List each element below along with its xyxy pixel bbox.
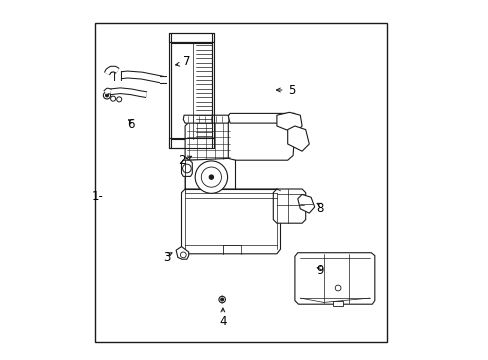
Polygon shape bbox=[228, 121, 294, 160]
Circle shape bbox=[201, 167, 221, 187]
Circle shape bbox=[220, 298, 223, 301]
Circle shape bbox=[195, 161, 227, 193]
Circle shape bbox=[117, 97, 122, 102]
Polygon shape bbox=[297, 194, 314, 213]
Polygon shape bbox=[273, 189, 305, 223]
Polygon shape bbox=[168, 33, 214, 42]
Text: 2: 2 bbox=[178, 154, 185, 167]
Text: 9: 9 bbox=[316, 264, 324, 277]
Polygon shape bbox=[168, 138, 214, 148]
Circle shape bbox=[335, 285, 340, 291]
Circle shape bbox=[209, 175, 213, 179]
Polygon shape bbox=[183, 115, 233, 123]
Text: 8: 8 bbox=[316, 202, 323, 215]
Polygon shape bbox=[287, 126, 309, 151]
Circle shape bbox=[219, 296, 225, 303]
Circle shape bbox=[180, 252, 186, 258]
Polygon shape bbox=[196, 177, 200, 182]
Circle shape bbox=[110, 96, 115, 101]
Polygon shape bbox=[294, 253, 374, 304]
Polygon shape bbox=[219, 296, 224, 303]
Polygon shape bbox=[176, 247, 188, 259]
Circle shape bbox=[103, 92, 110, 99]
Text: 5: 5 bbox=[287, 84, 294, 96]
Polygon shape bbox=[181, 160, 192, 176]
Polygon shape bbox=[228, 113, 294, 123]
Polygon shape bbox=[332, 301, 343, 306]
Bar bbox=[95, 23, 386, 342]
Text: 7: 7 bbox=[183, 55, 190, 68]
Polygon shape bbox=[185, 158, 235, 193]
Circle shape bbox=[105, 94, 108, 97]
Text: 1-: 1- bbox=[91, 190, 103, 203]
Polygon shape bbox=[181, 189, 280, 254]
Text: 3: 3 bbox=[163, 251, 170, 264]
Text: 4: 4 bbox=[219, 315, 226, 328]
Circle shape bbox=[182, 164, 191, 173]
Polygon shape bbox=[170, 43, 212, 139]
Polygon shape bbox=[185, 122, 231, 160]
Text: 6: 6 bbox=[127, 118, 135, 131]
Polygon shape bbox=[276, 112, 302, 133]
